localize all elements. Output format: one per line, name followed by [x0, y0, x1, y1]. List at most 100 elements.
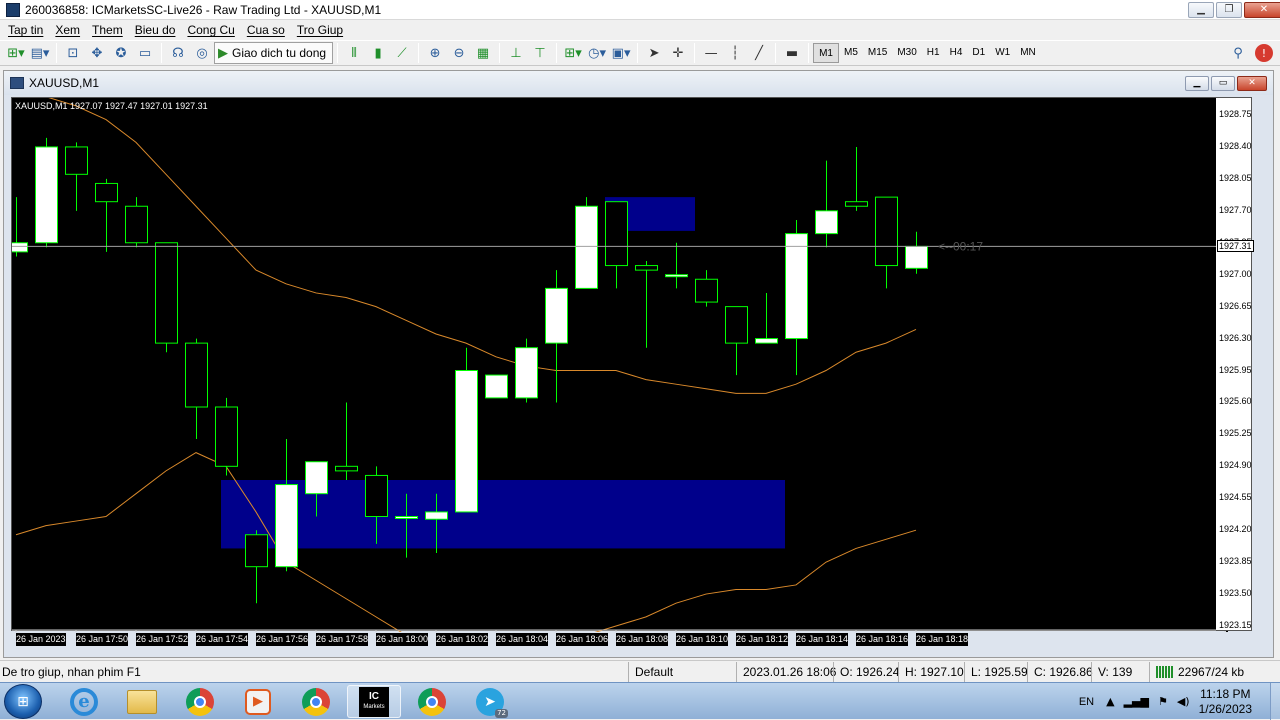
- meta-editor-icon[interactable]: ◎: [196, 45, 208, 61]
- candlestick-icon[interactable]: ▮: [374, 45, 382, 61]
- toolbar-separator: [808, 43, 810, 63]
- taskbar-internet-explorer[interactable]: e: [57, 685, 111, 718]
- time-tick-label: 26 Jan 18:16: [856, 633, 909, 646]
- chart-maximize-button[interactable]: ▭: [1211, 76, 1235, 91]
- menu-window[interactable]: Cua so: [246, 23, 285, 37]
- candle-body: [785, 233, 808, 340]
- bar-chart-icon[interactable]: ⫴: [351, 45, 357, 61]
- candle: [395, 493, 418, 558]
- horizontal-line-icon[interactable]: —: [704, 45, 718, 61]
- menu-file[interactable]: Tap tin: [8, 23, 44, 37]
- candlestick-chart[interactable]: <--00:17 XAUUSD,M1 1927.07 1927.47 1927.…: [12, 98, 1228, 632]
- taskbar-ic-markets[interactable]: IC Markets: [347, 685, 401, 718]
- zoom-out-icon[interactable]: ⊖: [453, 45, 465, 61]
- time-tick-label: 26 Jan 2023: [16, 633, 66, 646]
- price-chart[interactable]: <--00:17 XAUUSD,M1 1927.07 1927.47 1927.…: [11, 97, 1228, 632]
- timeframe-h1[interactable]: H1: [926, 47, 940, 58]
- new-chart-icon[interactable]: ⊞▾: [7, 45, 25, 61]
- network-icon[interactable]: ▂▄▆: [1123, 695, 1149, 708]
- candle: [815, 160, 838, 248]
- candle: [455, 347, 478, 513]
- profiles-icon[interactable]: ▤▾: [30, 45, 50, 61]
- show-hidden-icons[interactable]: ▲: [1106, 695, 1115, 708]
- menu-tools[interactable]: Cong Cu: [187, 23, 235, 37]
- timeframe-m15[interactable]: M15: [867, 47, 888, 58]
- trendline-icon[interactable]: ╱: [755, 45, 763, 61]
- autotrade-icon: ▶: [218, 45, 228, 61]
- chart-minimize-button[interactable]: ▁: [1185, 76, 1209, 91]
- autoscroll-icon[interactable]: ⊥: [510, 45, 522, 61]
- chart-close-button[interactable]: ✕: [1237, 76, 1267, 91]
- notifications-icon[interactable]: !: [1255, 44, 1273, 62]
- clock[interactable]: 11:18 PM 1/26/2023: [1199, 687, 1252, 717]
- candle-body: [755, 338, 778, 344]
- price-tick-label: 1925.60: [1219, 396, 1252, 407]
- zoom-in-icon[interactable]: ⊕: [429, 45, 441, 61]
- taskbar-file-explorer[interactable]: [115, 685, 169, 718]
- status-help-text: De tro giup, nhan phim F1: [2, 664, 141, 679]
- candle: [245, 530, 268, 604]
- timeframe-d1[interactable]: D1: [972, 47, 986, 58]
- rectangle-icon[interactable]: ▬: [785, 45, 799, 61]
- candle: [12, 197, 28, 257]
- candle-body: [125, 205, 148, 244]
- candle-body: [455, 370, 478, 513]
- toolbar-separator: [161, 43, 162, 63]
- indicators-icon[interactable]: ⊞▾: [564, 45, 582, 61]
- language-indicator[interactable]: EN: [1078, 695, 1095, 708]
- symbol-info-line: XAUUSD,M1 1927.07 1927.47 1927.01 1927.3…: [15, 101, 208, 111]
- toolbar-separator: [694, 43, 696, 63]
- status-connection: 22967/24 kb: [1149, 661, 1250, 682]
- taskbar-chrome[interactable]: [405, 685, 459, 718]
- timeframe-mn[interactable]: MN: [1020, 47, 1036, 58]
- timeframe-m30[interactable]: M30: [897, 47, 917, 58]
- search-icon[interactable]: ⚲: [1233, 45, 1243, 61]
- window-controls: ▁ ❐ ✕: [1188, 2, 1280, 18]
- minimize-button[interactable]: ▁: [1188, 2, 1214, 18]
- timeframe-h4[interactable]: H4: [949, 47, 963, 58]
- taskbar-chrome[interactable]: [289, 685, 343, 718]
- menu-charts[interactable]: Bieu do: [134, 23, 176, 37]
- close-button[interactable]: ✕: [1244, 2, 1280, 18]
- taskbar-telegram[interactable]: ➤ 72: [463, 685, 517, 718]
- chart-window-header: XAUUSD,M1 ▁ ▭ ✕: [4, 71, 1273, 95]
- flag-icon[interactable]: ⚑: [1157, 695, 1168, 708]
- show-desktop-button[interactable]: [1270, 683, 1280, 720]
- menu-help[interactable]: Tro Giup: [296, 23, 344, 37]
- timeframe-m5[interactable]: M5: [843, 47, 858, 58]
- restore-button[interactable]: ❐: [1216, 2, 1242, 18]
- strategy-tester-icon[interactable]: ☊: [172, 45, 184, 61]
- autotrade-label: Giao dich tu dong: [232, 46, 327, 60]
- data-window-icon[interactable]: ✥: [91, 45, 103, 61]
- chart-shift-icon[interactable]: ⊤: [534, 45, 546, 61]
- timeframe-w1[interactable]: W1: [995, 47, 1011, 58]
- cursor-icon[interactable]: ➤: [648, 45, 660, 61]
- candle-body: [665, 274, 688, 278]
- start-button[interactable]: ⊞: [4, 684, 42, 719]
- status-profile: Default: [628, 661, 736, 682]
- periods-icon[interactable]: ◷▾: [588, 45, 607, 61]
- taskbar-chrome[interactable]: [173, 685, 227, 718]
- price-tick-label: 1923.50: [1219, 588, 1252, 599]
- taskbar-media-player[interactable]: ▶: [231, 685, 285, 718]
- candle-body: [95, 182, 118, 203]
- price-tick-label: 1925.95: [1219, 364, 1252, 375]
- templates-icon[interactable]: ▣▾: [611, 45, 631, 61]
- crosshair-icon[interactable]: ✛: [672, 45, 684, 61]
- terminal-icon[interactable]: ▭: [138, 45, 152, 61]
- timeframe-m1[interactable]: M1: [813, 43, 839, 63]
- volume-icon[interactable]: ◀): [1176, 695, 1190, 708]
- candle: [575, 197, 598, 289]
- vertical-line-icon[interactable]: ┆: [731, 45, 739, 61]
- menu-view[interactable]: Xem: [55, 23, 81, 37]
- line-chart-icon[interactable]: ⟋: [397, 45, 407, 61]
- candle: [905, 231, 928, 274]
- candle: [755, 292, 778, 344]
- market-watch-icon[interactable]: ⊡: [67, 45, 79, 61]
- autotrade-button[interactable]: ▶ Giao dich tu dong: [214, 42, 334, 64]
- candle-body: [365, 474, 388, 517]
- navigator-icon[interactable]: ✪: [115, 45, 127, 61]
- toolbar: ⊞▾ ▤▾ ⊡ ✥ ✪ ▭ ☊ ◎ ▶ Giao dich tu dong ⫴ …: [0, 40, 1280, 66]
- tile-windows-icon[interactable]: ▦: [476, 45, 490, 61]
- menu-insert[interactable]: Them: [92, 23, 123, 37]
